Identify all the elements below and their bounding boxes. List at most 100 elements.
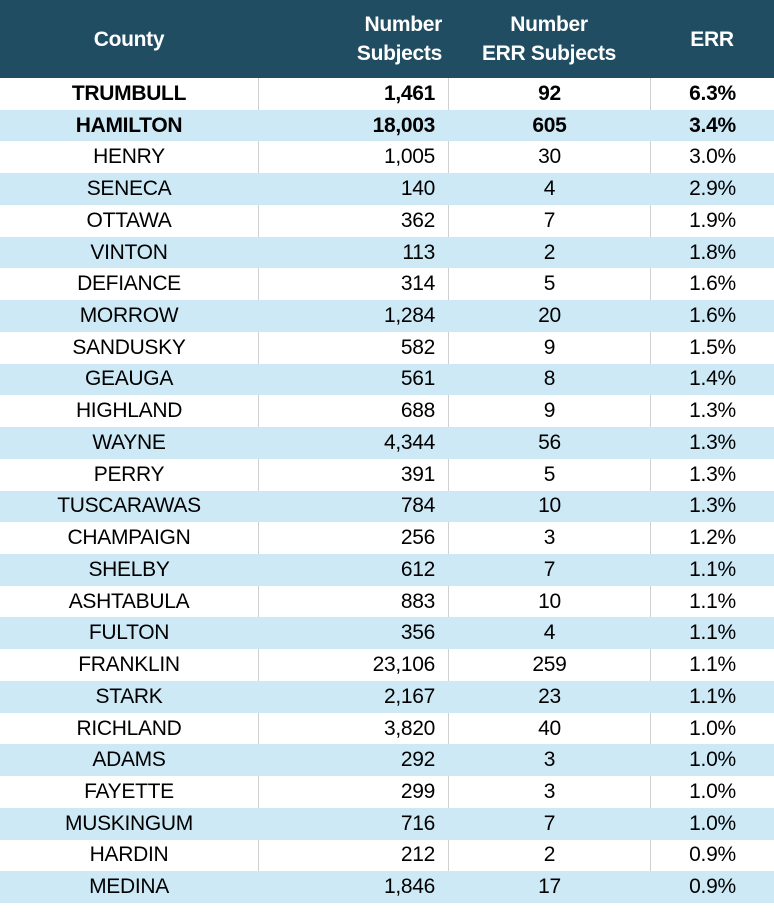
table-row: MORROW 1,284 20 1.6% — [0, 300, 774, 332]
cell-number-subjects: 784 — [400, 494, 435, 518]
cell-number-subjects: 292 — [400, 748, 435, 772]
cell-number-err-subjects: 2 — [448, 839, 650, 872]
cell-county: SENECA — [86, 177, 172, 201]
cell-county: FRANKLIN — [78, 653, 180, 677]
table-row: HENRY 1,005 30 3.0% — [0, 141, 774, 174]
header-err-label: ERR — [690, 27, 734, 51]
cell-err: 1.2% — [650, 522, 774, 555]
cell-number-subjects: 391 — [258, 458, 448, 491]
table-row: SANDUSKY 582 9 1.5% — [0, 331, 774, 364]
table-row: RICHLAND 3,820 40 1.0% — [0, 712, 774, 745]
cell-number-subjects: 140 — [400, 177, 435, 201]
cell-county: PERRY — [93, 462, 165, 486]
cell-county: ASHTABULA — [68, 589, 190, 613]
cell-number-subjects: 716 — [400, 811, 435, 835]
cell-number-subjects: 2,167 — [383, 684, 435, 708]
cell-number-subjects: 256 — [258, 522, 448, 555]
cell-err: 1.8% — [689, 240, 736, 264]
cell-number-subjects: 212 — [258, 839, 448, 872]
cell-county: OTTAWA — [86, 208, 172, 232]
table-row: WAYNE 4,344 56 1.3% — [0, 427, 774, 459]
cell-number-err-subjects: 40 — [448, 712, 650, 745]
table-row: GEAUGA 561 8 1.4% — [0, 363, 774, 396]
cell-number-subjects: 18,003 — [372, 113, 436, 137]
cell-number-err-subjects: 259 — [448, 649, 650, 681]
cell-county: MUSKINGUM — [65, 811, 193, 835]
cell-number-err-subjects: 9 — [448, 331, 650, 364]
table-row: MUSKINGUM 716 7 1.0% — [0, 807, 774, 840]
cell-err: 3.0% — [650, 141, 774, 174]
cell-county: HAMILTON — [75, 113, 183, 137]
cell-county: MORROW — [79, 304, 179, 327]
cell-number-subjects: 883 — [258, 585, 448, 618]
cell-err: 1.1% — [650, 585, 774, 618]
table-row: FRANKLIN 23,106 259 1.1% — [0, 649, 774, 681]
cell-number-err-subjects: 5 — [448, 458, 650, 491]
cell-county: SANDUSKY — [72, 335, 186, 359]
cell-err: 1.1% — [650, 649, 774, 681]
cell-number-err-subjects: 2 — [543, 240, 556, 264]
header-number-subjects: Number Subjects — [258, 0, 448, 78]
cell-county: RICHLAND — [76, 716, 182, 740]
cell-county: TRUMBULL — [71, 81, 187, 105]
header-err: ERR — [650, 0, 774, 78]
cell-err: 0.9% — [689, 875, 736, 899]
cell-county: VINTON — [90, 240, 168, 264]
cell-number-subjects: 3,820 — [258, 712, 448, 745]
cell-county: HIGHLAND — [75, 399, 183, 423]
cell-number-err-subjects: 92 — [448, 78, 650, 110]
cell-county: ADAMS — [92, 748, 166, 772]
cell-number-subjects: 561 — [400, 367, 435, 391]
cell-number-err-subjects: 10 — [448, 585, 650, 618]
cell-number-err-subjects: 7 — [543, 557, 556, 581]
table-row: OTTAWA 362 7 1.9% — [0, 204, 774, 237]
cell-number-err-subjects: 8 — [543, 367, 556, 391]
cell-err: 1.1% — [689, 621, 736, 645]
table-row: HIGHLAND 688 9 1.3% — [0, 395, 774, 428]
cell-err: 2.9% — [689, 177, 736, 201]
cell-err: 1.3% — [650, 458, 774, 491]
cell-err: 1.0% — [650, 712, 774, 745]
cell-number-err-subjects: 3 — [448, 522, 650, 555]
cell-number-err-subjects: 5 — [448, 268, 650, 301]
table-row: CHAMPAIGN 256 3 1.2% — [0, 522, 774, 555]
cell-county: MEDINA — [89, 875, 169, 899]
cell-number-subjects: 1,846 — [383, 875, 435, 899]
table-row: HAMILTON 18,003 605 3.4% — [0, 109, 774, 142]
cell-number-err-subjects: 3 — [448, 776, 650, 808]
table-row: SHELBY 612 7 1.1% — [0, 554, 774, 586]
cell-county: GEAUGA — [84, 367, 174, 391]
cell-number-err-subjects: 17 — [538, 875, 561, 899]
table-row: PERRY 391 5 1.3% — [0, 458, 774, 491]
cell-number-subjects: 356 — [400, 621, 435, 645]
cell-number-err-subjects: 30 — [448, 141, 650, 174]
cell-err: 1.9% — [650, 204, 774, 237]
cell-number-subjects: 582 — [258, 331, 448, 364]
table-row: SENECA 140 4 2.9% — [0, 173, 774, 205]
cell-number-subjects: 23,106 — [258, 649, 448, 681]
cell-county: TUSCARAWAS — [57, 494, 201, 518]
cell-county: SHELBY — [88, 557, 170, 581]
header-county-label: County — [93, 27, 165, 51]
table-header: County Number Subjects Number ERR Subjec… — [0, 0, 774, 78]
table-body: TRUMBULL 1,461 92 6.3% HAMILTON 18,003 605 3.4%… — [0, 78, 774, 904]
table-row: VINTON 113 2 1.8% — [0, 236, 774, 269]
cell-err: 1.3% — [650, 395, 774, 428]
cell-county: FAYETTE — [84, 780, 174, 804]
cell-err: 0.9% — [650, 839, 774, 872]
cell-err: 1.3% — [689, 494, 736, 518]
cell-number-err-subjects: 3 — [543, 748, 556, 772]
header-number-subjects-line2: Subjects — [356, 42, 442, 65]
cell-number-subjects: 1,005 — [258, 141, 448, 174]
header-number-err-subjects: Number ERR Subjects — [448, 0, 650, 78]
cell-number-subjects: 299 — [258, 776, 448, 808]
cell-err: 1.1% — [689, 557, 736, 581]
cell-number-err-subjects: 23 — [538, 684, 561, 708]
table-row: TUSCARAWAS 784 10 1.3% — [0, 490, 774, 523]
cell-err: 1.0% — [689, 748, 736, 772]
cell-err: 1.4% — [689, 367, 736, 391]
cell-county: FULTON — [88, 621, 170, 645]
cell-err: 1.3% — [689, 430, 736, 454]
table-row: STARK 2,167 23 1.1% — [0, 680, 774, 713]
cell-err: 1.0% — [650, 776, 774, 808]
